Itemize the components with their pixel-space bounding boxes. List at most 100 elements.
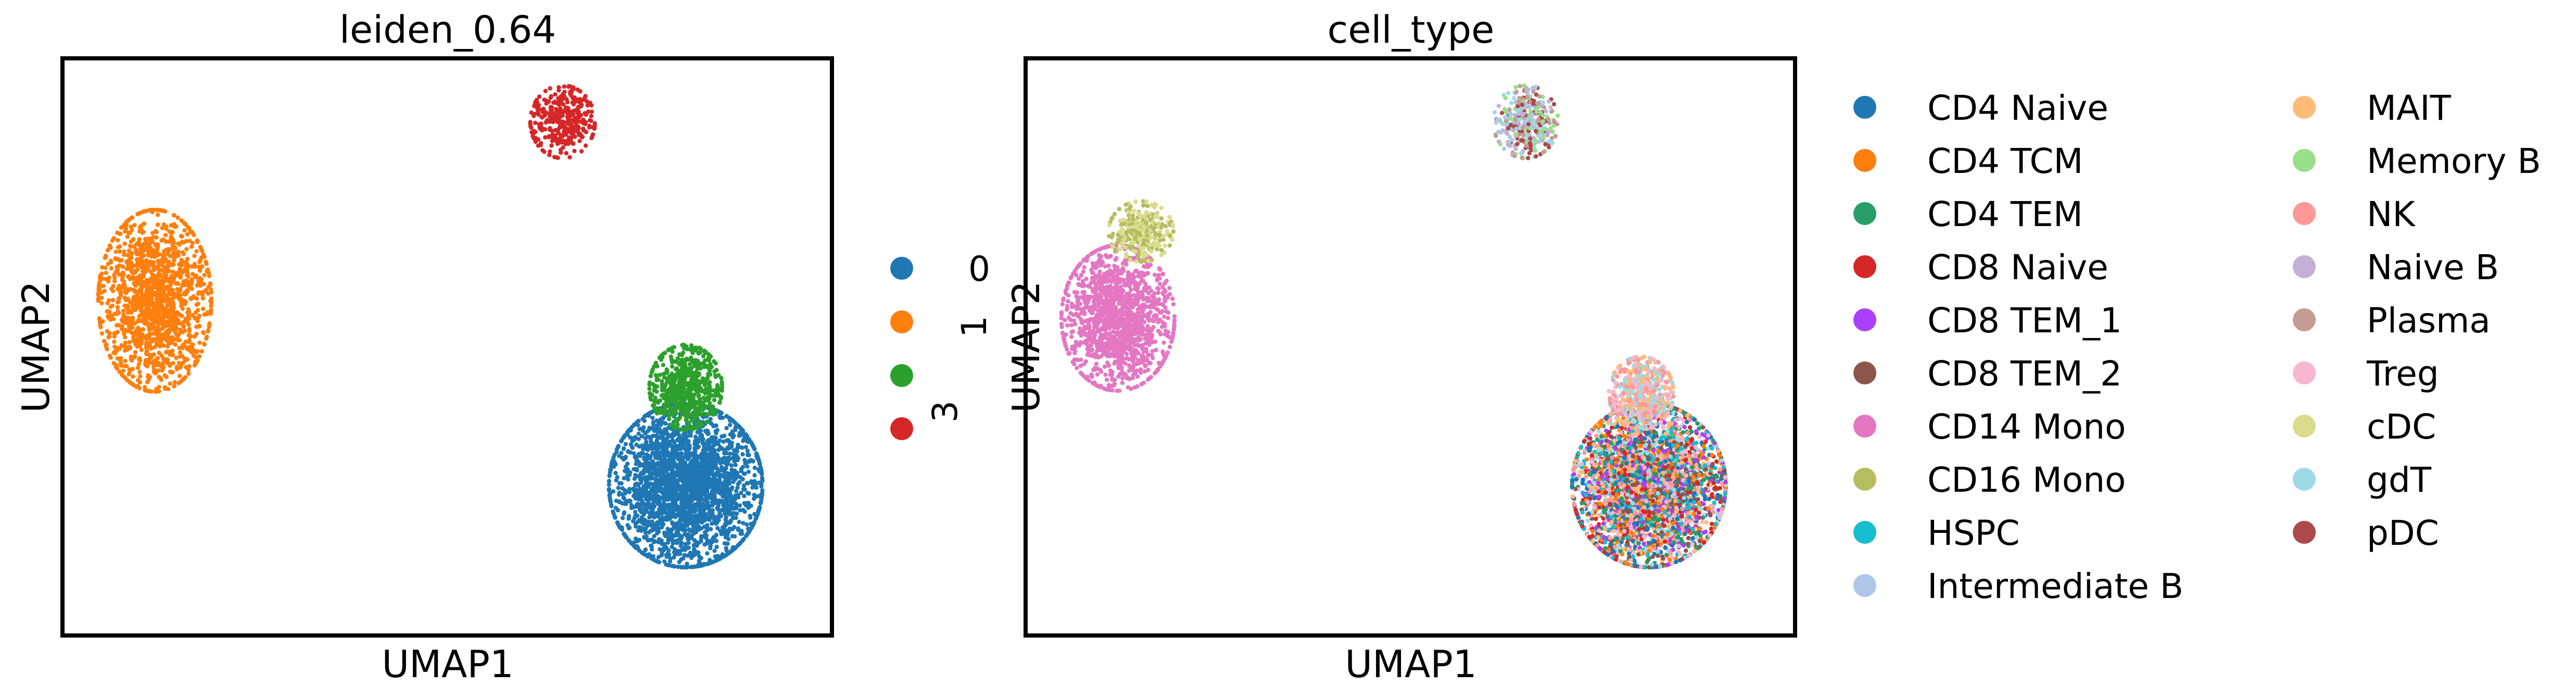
scatter-point bbox=[185, 357, 190, 362]
scatter-point bbox=[680, 522, 685, 527]
scatter-point bbox=[128, 345, 133, 351]
scatter-point bbox=[633, 521, 638, 526]
scatter-point bbox=[708, 465, 712, 469]
scatter-point bbox=[689, 462, 693, 467]
scatter-point bbox=[622, 512, 626, 516]
scatter-point bbox=[656, 472, 661, 477]
scatter-point bbox=[686, 454, 690, 458]
scatter-point bbox=[148, 263, 153, 267]
scatter-point bbox=[660, 430, 664, 434]
scatter-point bbox=[99, 331, 105, 336]
scatter-point bbox=[633, 513, 638, 518]
scatter-point bbox=[137, 385, 142, 391]
scatter-point bbox=[139, 339, 144, 344]
scatter-point bbox=[209, 298, 214, 303]
scatter-point bbox=[699, 506, 704, 510]
scatter-point bbox=[634, 493, 639, 497]
scatter-point bbox=[170, 335, 175, 340]
scatter-point bbox=[171, 302, 176, 307]
scatter-point bbox=[628, 442, 634, 447]
scatter-point bbox=[741, 483, 747, 488]
scatter-point bbox=[206, 328, 211, 333]
scatter-point bbox=[175, 215, 180, 220]
scatter-point bbox=[128, 230, 133, 235]
scatter-point bbox=[117, 323, 121, 328]
scatter-point bbox=[693, 416, 698, 421]
scatter-point bbox=[140, 259, 145, 265]
scatter-point bbox=[679, 526, 684, 531]
scatter-point bbox=[177, 345, 182, 350]
scatter-point bbox=[111, 283, 116, 289]
scatter-point bbox=[568, 113, 573, 118]
scatter-point bbox=[739, 491, 743, 495]
scatter-point bbox=[672, 547, 677, 552]
scatter-point bbox=[689, 401, 693, 406]
scatter-point bbox=[714, 453, 719, 457]
scatter-point bbox=[121, 308, 126, 314]
scatter-point bbox=[184, 247, 189, 252]
scatter-point bbox=[683, 509, 688, 514]
scatter-point bbox=[662, 395, 666, 401]
scatter-point bbox=[681, 395, 686, 400]
scatter-point bbox=[642, 491, 648, 496]
scatter-point bbox=[728, 518, 733, 523]
scatter-point bbox=[667, 552, 672, 557]
scatter-point bbox=[704, 404, 709, 409]
scatter-point bbox=[720, 525, 725, 530]
scatter-point bbox=[729, 444, 734, 449]
scatter-point bbox=[149, 301, 154, 305]
scatter-point bbox=[128, 300, 133, 305]
scatter-point bbox=[710, 489, 715, 494]
scatter-point bbox=[653, 483, 658, 488]
scatter-point bbox=[553, 128, 558, 133]
scatter-point bbox=[719, 532, 724, 537]
scatter-point bbox=[699, 556, 704, 560]
scatter-point bbox=[118, 231, 123, 236]
scatter-point bbox=[146, 267, 150, 272]
scatter-point bbox=[99, 271, 104, 276]
scatter-point bbox=[123, 358, 128, 364]
scatter-point bbox=[637, 497, 641, 502]
scatter-point bbox=[745, 448, 750, 453]
scatter-point bbox=[172, 321, 177, 326]
scatter-point bbox=[664, 484, 668, 489]
scatter-point bbox=[699, 380, 704, 384]
scatter-point bbox=[714, 520, 719, 525]
scatter-point bbox=[680, 375, 685, 380]
scatter-point bbox=[160, 362, 166, 366]
scatter-point bbox=[154, 363, 159, 367]
scatter-point bbox=[97, 276, 103, 281]
scatter-point bbox=[157, 286, 162, 291]
scatter-point bbox=[650, 476, 655, 481]
scatter-point bbox=[757, 494, 762, 498]
scatter-point bbox=[675, 422, 680, 427]
scatter-point bbox=[638, 477, 643, 482]
scatter-point bbox=[137, 297, 143, 302]
scatter-point bbox=[658, 547, 662, 552]
scatter-point bbox=[533, 120, 538, 126]
scatter-point bbox=[700, 465, 705, 470]
scatter-point bbox=[205, 334, 209, 339]
scatter-point bbox=[190, 286, 194, 291]
scatter-point bbox=[679, 463, 684, 468]
scatter-point bbox=[719, 465, 724, 470]
scatter-point bbox=[164, 259, 169, 264]
scatter-point bbox=[138, 210, 144, 215]
scatter-point bbox=[736, 456, 741, 460]
scatter-point bbox=[190, 241, 195, 245]
scatter-point bbox=[645, 524, 650, 528]
scatter-point bbox=[736, 543, 740, 548]
scatter-point bbox=[639, 434, 645, 439]
scatter-point bbox=[136, 378, 141, 383]
scatter-point bbox=[110, 297, 116, 303]
scatter-point bbox=[716, 499, 721, 504]
scatter-point bbox=[702, 513, 707, 518]
scatter-point bbox=[626, 526, 632, 531]
scatter-point bbox=[617, 454, 622, 458]
scatter-point bbox=[670, 469, 675, 475]
scatter-point bbox=[637, 518, 642, 522]
scatter-point bbox=[158, 376, 163, 381]
scatter-point bbox=[657, 498, 662, 503]
scatter-point bbox=[694, 521, 700, 526]
scatter-point bbox=[146, 377, 151, 382]
